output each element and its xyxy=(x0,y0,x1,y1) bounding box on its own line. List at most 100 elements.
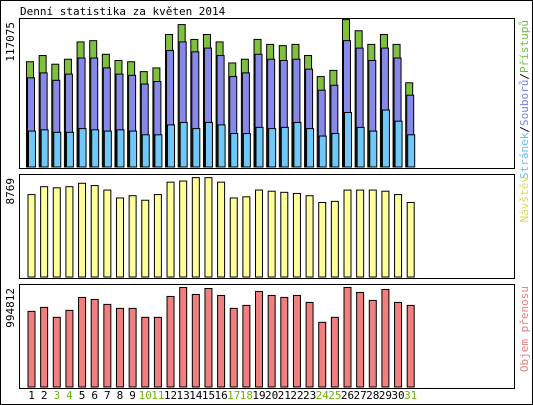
bar-access-stránek-day-6 xyxy=(91,129,100,168)
bar-traffic-objem-přenosu-day-25 xyxy=(330,316,339,388)
day-label-3: 3 xyxy=(53,389,60,402)
bar-access-stránek-day-18 xyxy=(242,133,251,168)
day-label-17: 17 xyxy=(227,389,240,402)
bar-visits-návštěv-day-23 xyxy=(305,195,314,278)
bar-access-stránek-day-16 xyxy=(217,124,226,168)
x-axis-day-labels: 1 2 3 4 5 6 7 8 9 10 11 12 13 14 15 16 17 18 19 20 21 22 23 24 2… xyxy=(28,389,417,402)
bar-access-stránek-day-26 xyxy=(344,112,352,168)
bar-traffic-objem-přenosu-day-13 xyxy=(179,286,188,388)
day-label-22: 22 xyxy=(290,389,303,402)
bar-traffic-objem-přenosu-day-10 xyxy=(141,316,150,388)
day-label-19: 19 xyxy=(252,389,265,402)
bar-visits-návštěv-day-27 xyxy=(356,189,365,278)
bar-access-stránek-day-3 xyxy=(53,131,62,168)
bar-access-stránek-day-20 xyxy=(268,128,277,168)
bar-access-stránek-day-2 xyxy=(40,129,49,168)
bar-traffic-objem-přenosu-day-15 xyxy=(204,287,213,388)
bar-traffic-objem-přenosu-day-23 xyxy=(305,301,314,388)
bar-traffic-objem-přenosu-day-4 xyxy=(65,309,74,388)
bar-traffic-objem-přenosu-day-19 xyxy=(255,290,264,388)
bar-visits-návštěv-day-6 xyxy=(90,185,99,278)
legend-part-access-4: Přístupů xyxy=(518,20,531,73)
bar-visits-návštěv-day-12 xyxy=(166,181,175,278)
bar-traffic-objem-přenosu-day-16 xyxy=(217,294,226,388)
day-label-21: 21 xyxy=(278,389,291,402)
bar-visits-návštěv-day-18 xyxy=(242,196,251,278)
panel-frame-access xyxy=(19,18,515,169)
bar-visits-návštěv-day-22 xyxy=(292,192,301,278)
bar-traffic-objem-přenosu-day-6 xyxy=(90,298,99,388)
panel-traffic: 994812 Objem přenosu xyxy=(4,284,531,389)
bar-traffic-objem-přenosu-day-18 xyxy=(242,304,251,388)
bar-traffic-objem-přenosu-day-14 xyxy=(191,293,200,388)
bar-traffic-objem-přenosu-day-24 xyxy=(318,321,327,388)
bar-access-stránek-day-9 xyxy=(129,130,138,168)
day-label-27: 27 xyxy=(354,389,367,402)
bar-visits-návštěv-day-8 xyxy=(115,197,124,278)
day-label-10: 10 xyxy=(139,389,152,402)
bar-access-stránek-day-5 xyxy=(78,128,87,168)
day-label-5: 5 xyxy=(79,389,86,402)
bar-access-stránek-day-29 xyxy=(381,109,390,168)
legend-part-access-3: / xyxy=(518,73,531,80)
bar-access-stránek-day-24 xyxy=(318,135,327,168)
day-label-23: 23 xyxy=(303,389,316,402)
bar-access-stránek-day-25 xyxy=(331,133,340,168)
bar-traffic-objem-přenosu-day-26 xyxy=(343,286,352,388)
day-label-14: 14 xyxy=(189,389,203,402)
day-label-7: 7 xyxy=(104,389,111,402)
max-label-visits: 8769 xyxy=(4,178,17,205)
bar-access-stránek-day-1 xyxy=(28,130,36,168)
day-label-1: 1 xyxy=(28,389,35,402)
bar-traffic-objem-přenosu-day-30 xyxy=(394,301,403,388)
bar-visits-návštěv-day-24 xyxy=(318,201,327,278)
day-label-24: 24 xyxy=(316,389,330,402)
day-label-16: 16 xyxy=(214,389,227,402)
day-label-9: 9 xyxy=(129,389,136,402)
day-label-31: 31 xyxy=(404,389,417,402)
bar-access-stránek-day-21 xyxy=(280,126,289,168)
bar-access-stránek-day-28 xyxy=(369,130,378,168)
bar-visits-návštěv-day-1 xyxy=(27,194,36,278)
bar-traffic-objem-přenosu-day-1 xyxy=(27,310,36,388)
day-label-29: 29 xyxy=(379,389,392,402)
bar-access-stránek-day-13 xyxy=(179,121,188,168)
series-návštěv xyxy=(27,177,415,278)
bar-visits-návštěv-day-13 xyxy=(179,180,188,278)
bar-traffic-objem-přenosu-day-21 xyxy=(280,296,289,388)
bar-traffic-objem-přenosu-day-22 xyxy=(292,294,301,388)
legend-part-visits-0: Návštěv xyxy=(518,176,531,223)
bar-visits-návštěv-day-30 xyxy=(394,194,403,278)
day-label-4: 4 xyxy=(66,389,73,402)
bar-visits-návštěv-day-9 xyxy=(128,195,137,278)
bar-visits-návštěv-day-26 xyxy=(343,189,352,278)
bar-visits-návštěv-day-17 xyxy=(229,197,238,278)
max-label-access: 117075 xyxy=(4,22,17,62)
bar-traffic-objem-přenosu-day-28 xyxy=(368,299,377,388)
series-souborů xyxy=(27,40,415,168)
bar-visits-návštěv-day-28 xyxy=(368,189,377,278)
bar-visits-návštěv-day-19 xyxy=(255,189,264,278)
bar-access-stránek-day-30 xyxy=(394,120,403,168)
bar-access-stránek-day-4 xyxy=(65,131,74,168)
bar-visits-návštěv-day-31 xyxy=(406,201,415,278)
day-label-6: 6 xyxy=(91,389,98,402)
bar-traffic-objem-přenosu-day-11 xyxy=(153,316,162,388)
day-label-30: 30 xyxy=(391,389,404,402)
bar-visits-návštěv-day-3 xyxy=(52,187,61,278)
bar-traffic-objem-přenosu-day-5 xyxy=(78,296,87,388)
bar-access-stránek-day-7 xyxy=(103,130,112,168)
bar-visits-návštěv-day-15 xyxy=(204,177,213,278)
bar-traffic-objem-přenosu-day-7 xyxy=(103,303,112,388)
max-label-traffic: 994812 xyxy=(4,288,17,328)
day-label-18: 18 xyxy=(240,389,253,402)
legend-part-access-1: / xyxy=(518,126,531,133)
day-label-11: 11 xyxy=(151,389,164,402)
bar-visits-návštěv-day-10 xyxy=(141,199,150,278)
bar-visits-návštěv-day-4 xyxy=(65,186,74,278)
bar-access-stránek-day-10 xyxy=(141,134,150,168)
